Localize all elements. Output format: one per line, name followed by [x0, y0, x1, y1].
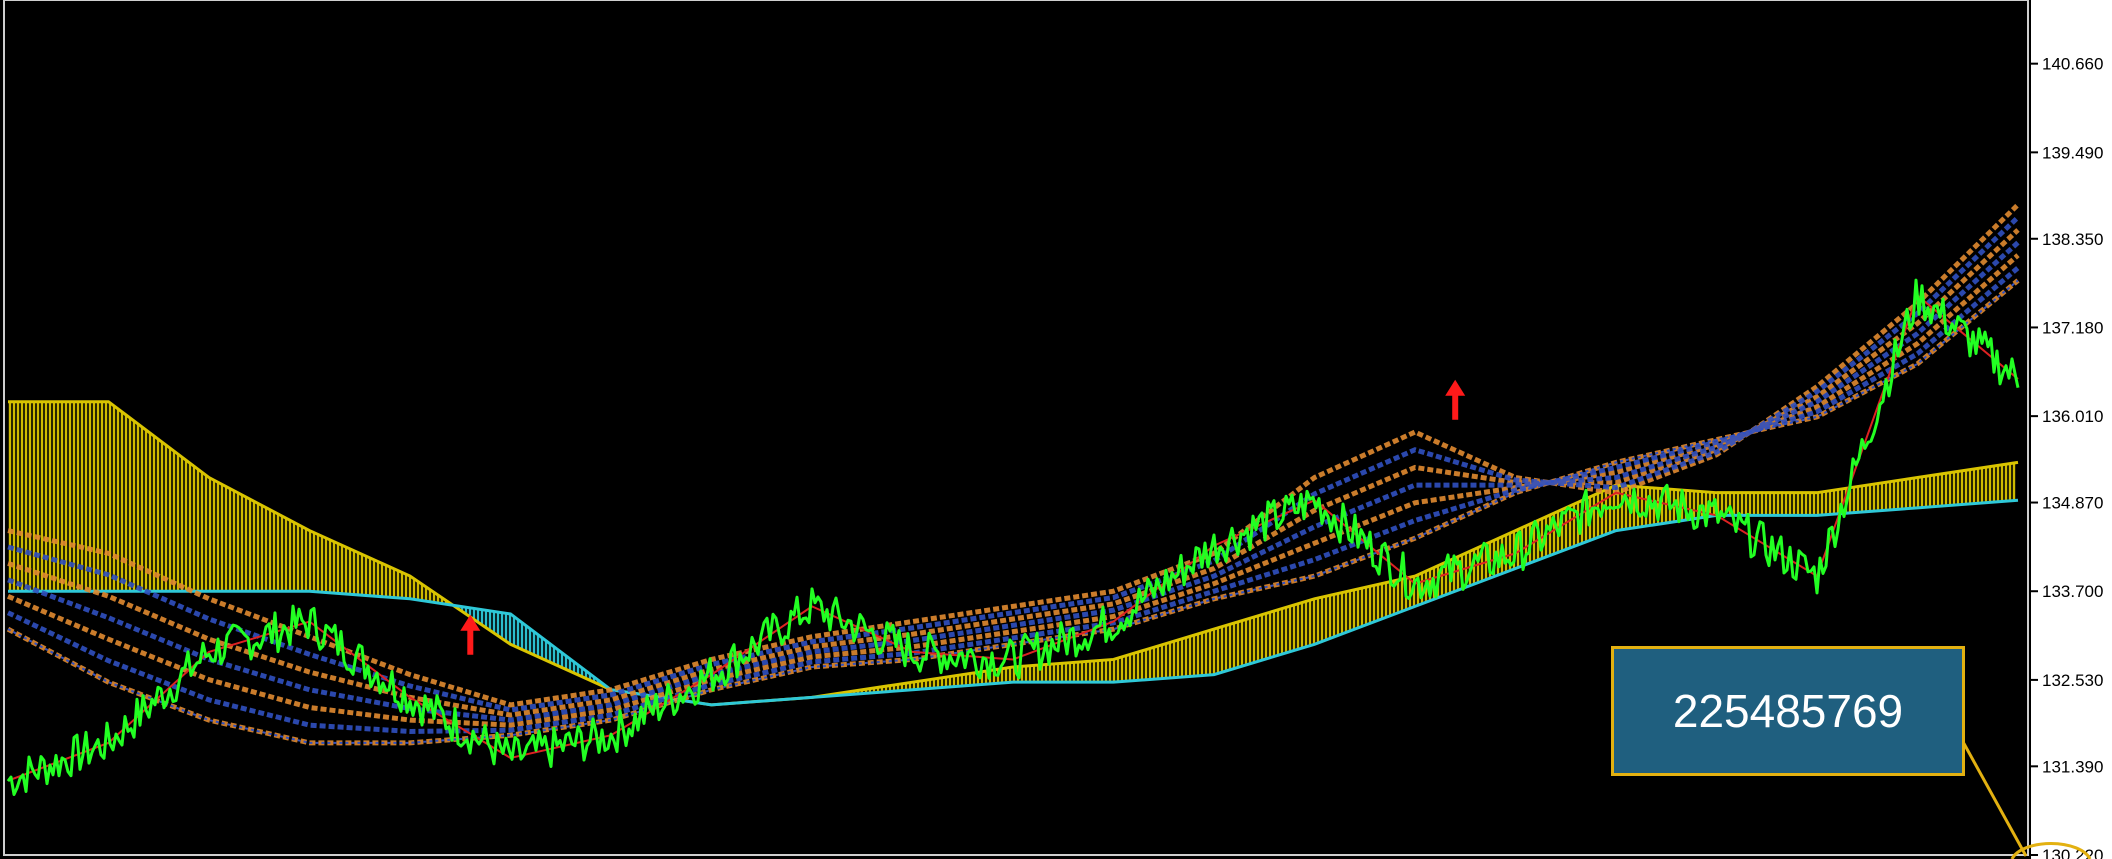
price-line — [6, 278, 2020, 796]
annotation-layer — [460, 379, 1466, 655]
band-stripes-blue — [6, 215, 2020, 734]
price-tick-label-6: 133.700 — [2042, 582, 2103, 601]
id-badge: 225485769 — [1611, 646, 1965, 776]
callout-layer — [1960, 739, 2092, 859]
price-tick-label-3: 137.180 — [2042, 318, 2103, 337]
callout-connector — [1960, 739, 2028, 857]
price-tick-label-4: 136.010 — [2042, 407, 2103, 426]
signal-arrow-up-1 — [1445, 379, 1466, 420]
price-tick-label-8: 131.390 — [2042, 757, 2103, 776]
price-axis-ticks: 140.660 139.490 138.350 137.180 136.010 134.8… — [2030, 55, 2103, 859]
price-layer — [6, 278, 2020, 796]
signal-arrow-up-0 — [460, 614, 481, 655]
callout-circle-mark — [2010, 841, 2092, 859]
id-badge-text: 225485769 — [1672, 685, 1904, 737]
plot-border — [3, 0, 2029, 856]
cloud-band-layer — [6, 202, 2020, 746]
price-tick-label-2: 138.350 — [2042, 230, 2103, 249]
price-tick-label-0: 140.660 — [2042, 55, 2103, 74]
price-tick-label-5: 134.870 — [2042, 494, 2103, 513]
price-axis-panel — [2030, 0, 2112, 859]
price-tick-label-7: 132.530 — [2042, 671, 2103, 690]
band-stripes-orange — [6, 202, 2020, 746]
price-tick-label-1: 139.490 — [2042, 143, 2103, 162]
cloud-span-b-line — [8, 498, 2019, 707]
